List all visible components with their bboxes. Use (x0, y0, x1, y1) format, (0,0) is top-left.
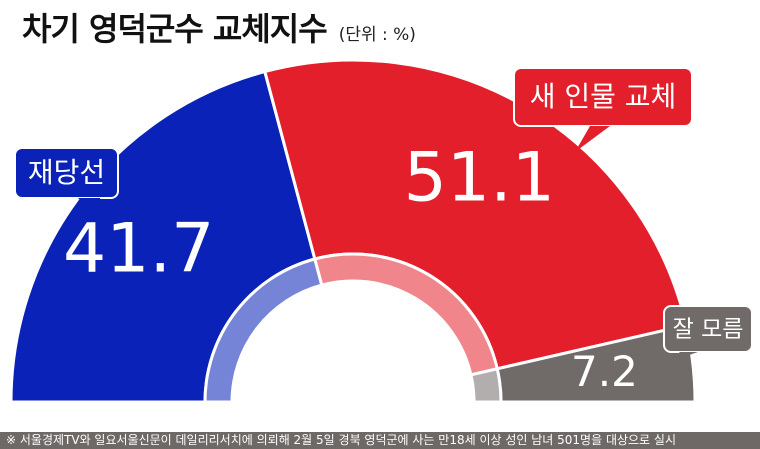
segment-3-value-label: 7.2 (571, 347, 638, 396)
segment-1-value-label: 41.7 (63, 209, 214, 288)
segment-1-legend-label: 재당선 (28, 156, 105, 189)
segment-1-callout-box (14, 147, 119, 199)
segment-3-callout-box (663, 305, 753, 353)
segment-3-legend-label: 잘 모름 (673, 317, 744, 343)
segment-2-value-label: 51.1 (404, 139, 555, 218)
segment-1-callout-tail (78, 198, 105, 224)
unit-label: (단위 : %) (338, 25, 416, 45)
title-row: 차기 영덕군수 교체지수 (단위 : %) (22, 4, 416, 50)
segment-3-callout-tail (668, 352, 698, 362)
segment-2-legend-label: 새 인물 교체 (530, 80, 677, 113)
chart-title: 차기 영덕군수 교체지수 (22, 10, 328, 48)
segment-2-callout-tail (575, 126, 610, 152)
footnote: ※ 서울경제TV와 일요서울신문이 데일리리서치에 의뢰해 2월 5일 경북 영… (0, 432, 760, 449)
segment-3-inner-band (469, 367, 503, 404)
